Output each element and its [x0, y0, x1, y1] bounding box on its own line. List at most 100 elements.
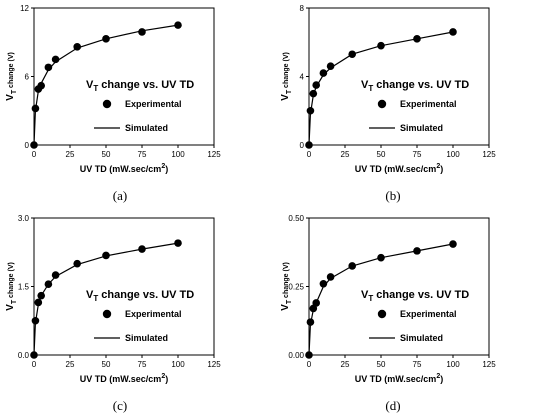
x-axis-label-close: ) — [165, 374, 168, 384]
y-axis-label-rest: change (V) — [283, 52, 290, 90]
chart-d: 0 25 50 75 100 125 0.00 0.25 0.50 UV TD (mW.sec/c… — [280, 214, 496, 384]
x-axis-label-sup: 2 — [161, 373, 165, 380]
plot-frame — [308, 7, 490, 146]
experimental-point — [31, 316, 40, 325]
x-tick-label: 125 — [482, 360, 496, 369]
y-axis-label-rest: change (V) — [8, 52, 15, 90]
panel-a: 0 25 50 75 100 125 0 6 12 UV TD (mW.sec/cm2) VT ch… — [0, 0, 275, 209]
chart-c: 0 25 50 75 100 125 0.0 1.5 3.0 UV TD (mW.sec/cm2)… — [5, 214, 221, 384]
chart-title-main: V — [361, 79, 369, 91]
plot-frame — [33, 217, 215, 356]
experimental-point — [30, 351, 38, 359]
y-tick-label: 0.25 — [288, 283, 304, 292]
x-tick-label: 0 — [32, 150, 37, 159]
x-tick-label: 125 — [207, 360, 221, 369]
experimental-point — [51, 55, 60, 64]
x-axis-label-close: ) — [165, 164, 168, 174]
y-tick-label: 0.50 — [288, 214, 304, 223]
legend-experimental-label: Experimental — [125, 309, 182, 319]
y-axis-label-rest: change (V) — [283, 262, 290, 300]
chart-title: VT change vs. UV TD — [361, 289, 469, 303]
experimental-point — [174, 239, 182, 247]
x-axis-label: UV TD (mW.sec/cm2) — [355, 163, 443, 174]
experimental-point — [377, 253, 385, 262]
x-axis-label: UV TD (mW.sec/cm2) — [80, 373, 168, 384]
experimental-point — [348, 50, 356, 59]
x-tick-label: 50 — [377, 150, 386, 159]
x-axis-label-sup: 2 — [436, 373, 440, 380]
x-axis-label: UV TD (mW.sec/cm2) — [80, 163, 168, 174]
panel-label: (b) — [385, 188, 401, 203]
legend-experimental-marker — [102, 309, 112, 319]
legend-experimental-marker — [377, 309, 387, 319]
x-tick-label: 50 — [102, 360, 111, 369]
x-tick-label: 0 — [307, 150, 312, 159]
y-tick-label: 0.0 — [18, 351, 30, 360]
y-tick-label: 1.5 — [18, 283, 30, 292]
experimental-point — [30, 141, 38, 149]
y-axis-label: VT change (V) — [5, 262, 18, 311]
experimental-point — [309, 89, 318, 98]
y-tick-label: 8 — [300, 4, 305, 13]
y-tick-label: 6 — [25, 73, 30, 82]
x-tick-label: 25 — [66, 150, 75, 159]
y-tick-label: 0 — [300, 141, 305, 150]
y-axis-label-sub: T — [286, 299, 293, 304]
legend-simulated-label: Simulated — [125, 123, 168, 133]
chart-title: VT change vs. UV TD — [361, 79, 469, 93]
experimental-point — [37, 291, 45, 300]
experimental-point — [348, 262, 356, 270]
experimental-point — [326, 273, 335, 281]
experimental-point — [73, 259, 81, 268]
y-tick-label: 0.00 — [288, 351, 304, 360]
experimental-point — [102, 251, 110, 260]
experimental-point — [377, 41, 385, 50]
experimental-point — [306, 106, 315, 115]
x-tick-label: 0 — [307, 360, 312, 369]
x-tick-label: 100 — [171, 150, 185, 159]
experimental-point — [305, 141, 313, 149]
y-tick-label: 3.0 — [18, 214, 30, 223]
legend-simulated-label: Simulated — [400, 123, 443, 133]
simulated-series-line — [308, 243, 454, 356]
x-tick-label: 125 — [207, 150, 221, 159]
chart-title-sub: T — [368, 294, 373, 303]
experimental-point — [413, 247, 421, 255]
y-axis-label: VT change (V) — [280, 52, 293, 101]
y-axis-label-rest: change (V) — [8, 262, 15, 300]
experimental-point — [37, 81, 45, 90]
y-axis-label: VT change (V) — [280, 262, 293, 311]
y-tick-label: 12 — [20, 4, 29, 13]
x-axis-label-text: UV TD (mW.sec/cm — [355, 164, 437, 174]
panel-label: (c) — [112, 398, 128, 413]
chart-title-rest: change vs. UV TD — [373, 79, 469, 91]
experimental-point — [306, 318, 315, 326]
x-tick-label: 50 — [377, 360, 386, 369]
x-tick-label: 125 — [482, 150, 496, 159]
x-axis-label-text: UV TD (mW.sec/cm — [80, 164, 162, 174]
experimental-point — [312, 299, 320, 307]
panel-b: 0 25 50 75 100 125 0 4 8 UV TD (mW.sec/cm2) VT cha… — [275, 0, 550, 209]
experimental-point — [51, 271, 60, 279]
panel-d: 0 25 50 75 100 125 0.00 0.25 0.50 UV TD (mW.sec/c… — [275, 210, 550, 419]
experimental-point — [44, 280, 53, 289]
chart-title-sub: T — [93, 294, 98, 303]
legend-simulated-label: Simulated — [125, 333, 168, 343]
x-tick-label: 75 — [413, 150, 422, 159]
legend-experimental-label: Experimental — [125, 99, 182, 109]
simulated-series-line — [33, 24, 179, 146]
legend-experimental-label: Experimental — [400, 309, 457, 319]
x-tick-label: 50 — [102, 150, 111, 159]
experimental-point — [326, 62, 335, 71]
plot-frame — [33, 7, 215, 146]
chart-title-main: V — [86, 289, 94, 301]
panel-label: (d) — [385, 398, 401, 413]
x-tick-label: 100 — [446, 360, 460, 369]
x-axis-label-text: UV TD (mW.sec/cm — [80, 374, 162, 384]
experimental-point — [449, 28, 457, 36]
experimental-point — [174, 21, 182, 29]
x-tick-label: 100 — [171, 360, 185, 369]
y-tick-label: 0 — [25, 141, 30, 150]
experimental-point — [102, 35, 110, 43]
chart-title-sub: T — [93, 84, 98, 93]
